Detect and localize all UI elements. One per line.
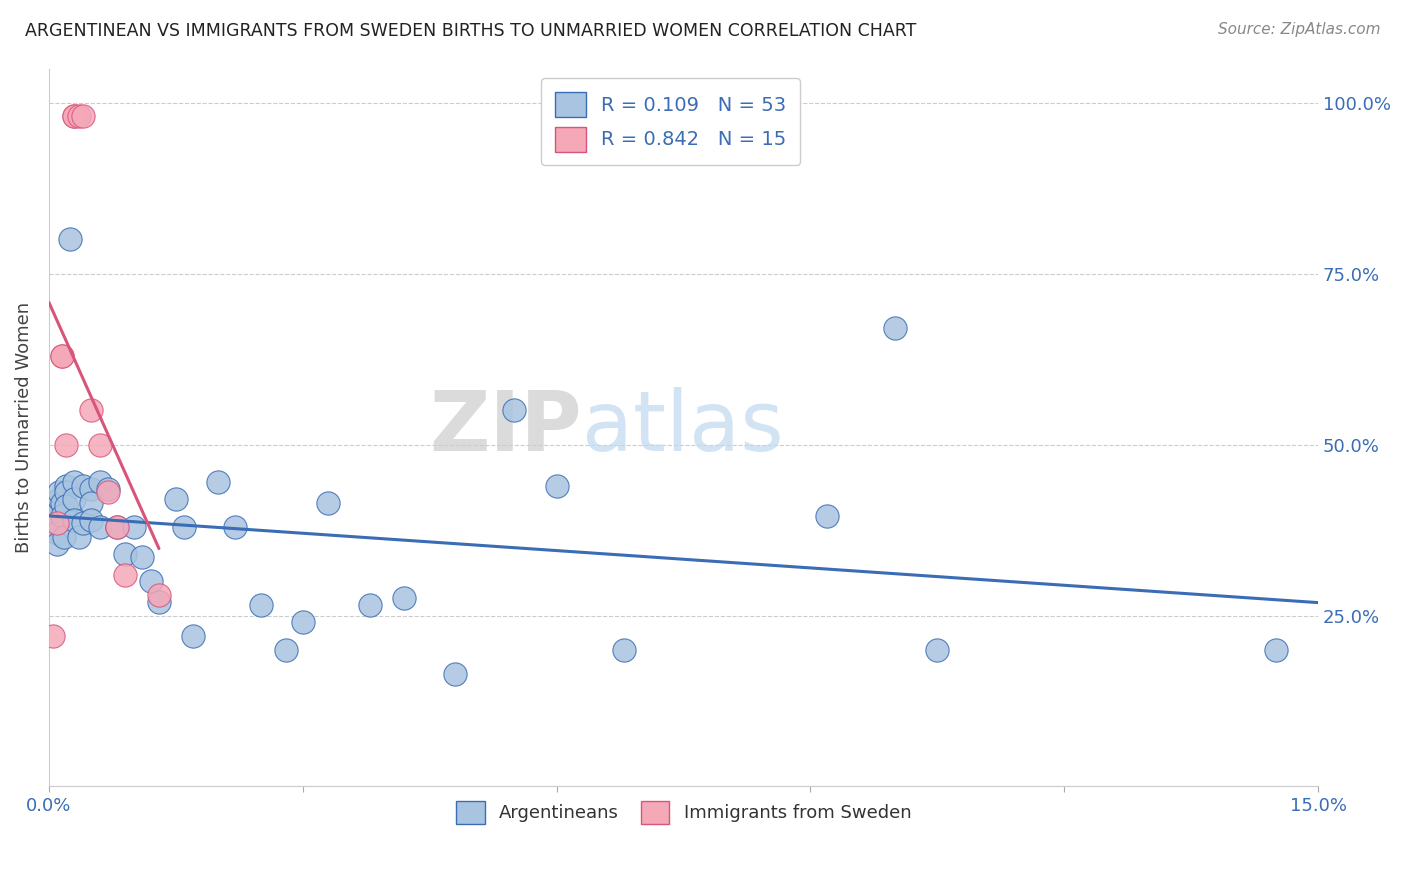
Point xyxy=(546,478,568,492)
Point xyxy=(63,513,86,527)
Point xyxy=(67,109,90,123)
Point xyxy=(80,403,103,417)
Point xyxy=(122,519,145,533)
Y-axis label: Births to Unmarried Women: Births to Unmarried Women xyxy=(15,301,32,553)
Point xyxy=(97,482,120,496)
Point xyxy=(394,591,416,606)
Point xyxy=(42,516,65,531)
Point xyxy=(884,321,907,335)
Text: ARGENTINEAN VS IMMIGRANTS FROM SWEDEN BIRTHS TO UNMARRIED WOMEN CORRELATION CHAR: ARGENTINEAN VS IMMIGRANTS FROM SWEDEN BI… xyxy=(25,22,917,40)
Point xyxy=(80,513,103,527)
Text: Source: ZipAtlas.com: Source: ZipAtlas.com xyxy=(1218,22,1381,37)
Text: atlas: atlas xyxy=(582,387,783,468)
Legend: Argentineans, Immigrants from Sweden: Argentineans, Immigrants from Sweden xyxy=(444,790,922,835)
Point xyxy=(42,523,65,537)
Point xyxy=(1264,642,1286,657)
Text: ZIP: ZIP xyxy=(429,387,582,468)
Point xyxy=(114,567,136,582)
Point xyxy=(131,550,153,565)
Point xyxy=(148,588,170,602)
Point xyxy=(274,642,297,657)
Point xyxy=(139,574,162,589)
Point xyxy=(72,478,94,492)
Point xyxy=(55,499,77,513)
Point xyxy=(48,485,70,500)
Point xyxy=(89,475,111,490)
Point xyxy=(42,629,65,643)
Point xyxy=(173,519,195,533)
Point xyxy=(72,516,94,531)
Point xyxy=(63,475,86,490)
Point xyxy=(224,519,246,533)
Point xyxy=(46,537,69,551)
Point xyxy=(80,496,103,510)
Point xyxy=(181,629,204,643)
Point xyxy=(105,519,128,533)
Point xyxy=(46,516,69,531)
Point xyxy=(63,492,86,507)
Point xyxy=(55,437,77,451)
Point xyxy=(927,642,949,657)
Point xyxy=(503,403,526,417)
Point xyxy=(55,478,77,492)
Point xyxy=(207,475,229,490)
Point xyxy=(46,516,69,531)
Point xyxy=(51,509,73,524)
Point xyxy=(45,509,67,524)
Point xyxy=(89,519,111,533)
Point xyxy=(114,547,136,561)
Point xyxy=(613,642,636,657)
Point xyxy=(59,232,82,246)
Point xyxy=(48,492,70,507)
Point xyxy=(360,599,382,613)
Point xyxy=(105,519,128,533)
Point xyxy=(53,530,76,544)
Point xyxy=(316,496,339,510)
Point xyxy=(165,492,187,507)
Point xyxy=(46,506,69,520)
Point xyxy=(291,615,314,630)
Point xyxy=(148,595,170,609)
Point xyxy=(72,109,94,123)
Point xyxy=(51,349,73,363)
Point xyxy=(51,349,73,363)
Point xyxy=(815,509,838,524)
Point xyxy=(444,666,467,681)
Point xyxy=(97,485,120,500)
Point xyxy=(89,437,111,451)
Point xyxy=(80,482,103,496)
Point xyxy=(51,496,73,510)
Point xyxy=(63,109,86,123)
Point xyxy=(249,599,271,613)
Point xyxy=(46,526,69,541)
Point xyxy=(67,530,90,544)
Point xyxy=(63,109,86,123)
Point xyxy=(55,485,77,500)
